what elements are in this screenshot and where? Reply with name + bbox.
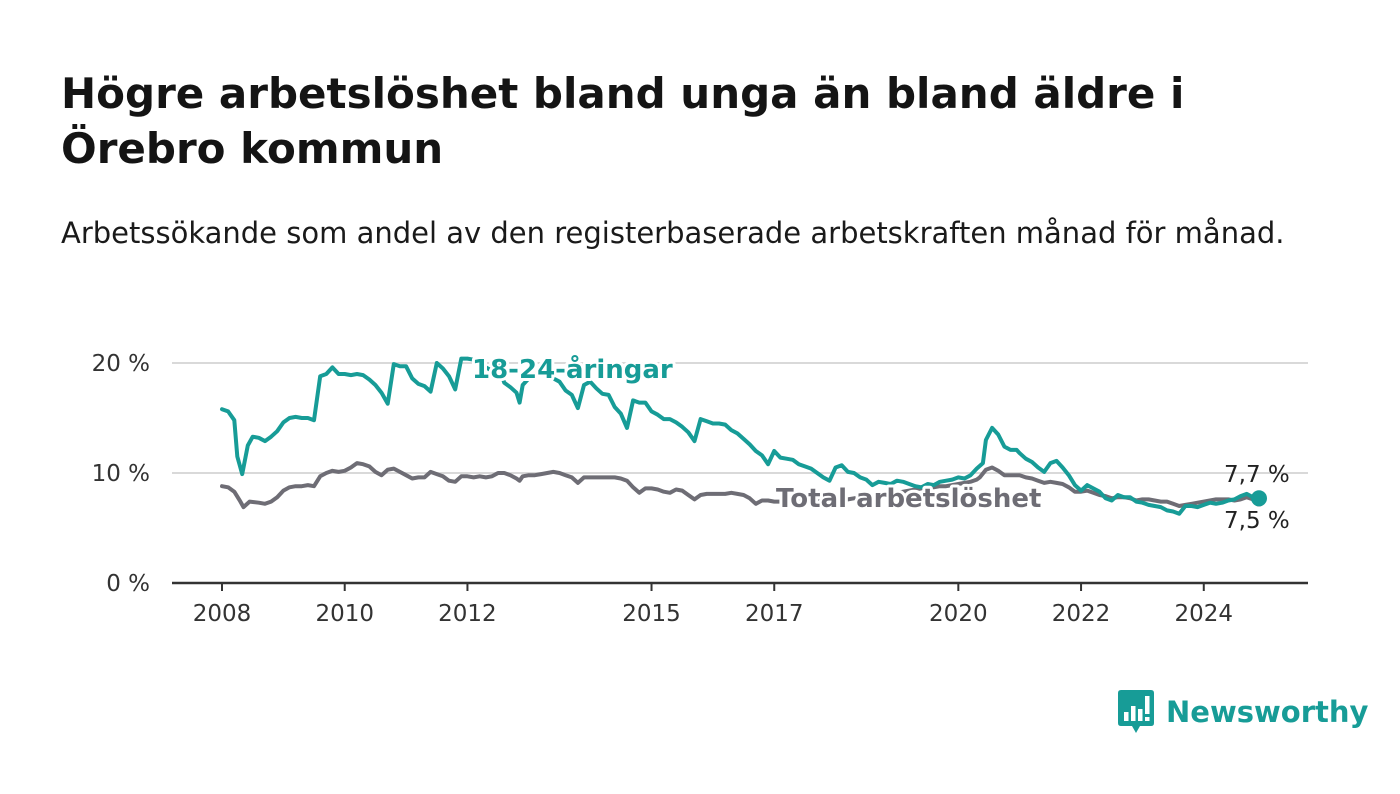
brand-name: Newsworthy: [1166, 695, 1369, 729]
x-tick-label: 2010: [315, 601, 374, 627]
x-tick-label: 2017: [745, 601, 804, 627]
x-tick-label: 2022: [1052, 601, 1111, 627]
y-tick-label: 20 %: [92, 351, 150, 377]
x-tick-label: 2008: [193, 601, 252, 627]
youth-end-point: [1251, 490, 1267, 507]
y-tick-label: 10 %: [92, 461, 150, 487]
x-tick-label: 2024: [1175, 601, 1234, 627]
y-tick-label: 0 %: [106, 571, 150, 597]
chart-title: Högre arbetslöshet bland unga än bland ä…: [61, 69, 1185, 173]
youth-series-label-halo: 18-24-åringar: [472, 353, 673, 385]
bar-chart-speech-bubble-icon: [1118, 690, 1154, 733]
youth-series-label: 18-24-åringar: [472, 353, 673, 385]
youth-series-line: [220, 356, 1261, 516]
total-series-label: Total arbetslöshet: [776, 484, 1041, 514]
x-tick-label: 2012: [438, 601, 497, 627]
x-tick-label: 2015: [622, 601, 681, 627]
total-series-line: [220, 461, 1261, 510]
newsworthy-logo[interactable]: Newsworthy: [1118, 690, 1368, 734]
chart-subtitle: Arbetssökande som andel av den registerb…: [61, 216, 1285, 250]
youth-end-value-label: 7,7 %: [1224, 462, 1290, 488]
total-end-value-label: 7,5 %: [1224, 508, 1290, 534]
x-tick-label: 2020: [929, 601, 988, 627]
total-series-label-halo: Total arbetslöshet: [776, 484, 1041, 514]
